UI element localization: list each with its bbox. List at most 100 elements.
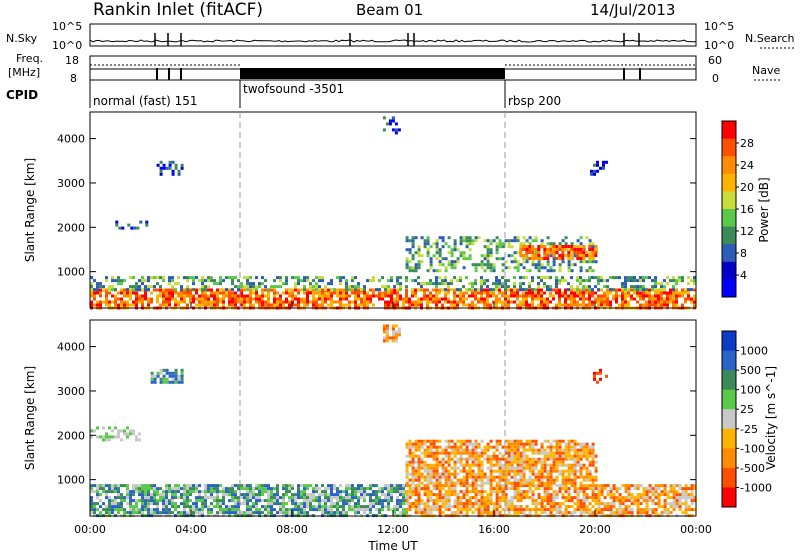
data-cell — [621, 499, 625, 503]
data-cell — [525, 257, 529, 261]
data-cell — [549, 248, 553, 251]
data-cell — [438, 291, 441, 295]
data-cell — [306, 484, 309, 488]
data-cell — [261, 300, 264, 304]
data-cell — [489, 496, 493, 500]
data-cell — [537, 282, 540, 286]
data-cell — [621, 294, 624, 298]
data-cell — [96, 493, 99, 497]
data-cell — [663, 508, 667, 512]
data-cell — [471, 496, 475, 500]
data-cell — [555, 439, 559, 443]
data-cell — [237, 285, 240, 289]
data-cell — [681, 294, 684, 298]
data-cell — [165, 493, 168, 497]
data-cell — [504, 475, 508, 479]
data-cell — [444, 266, 448, 270]
data-cell — [417, 251, 421, 255]
data-cell — [417, 448, 421, 452]
data-cell — [621, 285, 624, 289]
data-cell — [99, 294, 102, 298]
data-cell — [123, 511, 126, 515]
data-cell — [582, 493, 586, 497]
data-cell — [507, 478, 511, 482]
data-cell — [93, 502, 96, 506]
data-cell — [420, 511, 424, 515]
data-cell — [459, 454, 463, 458]
data-cell — [624, 499, 628, 503]
data-cell — [453, 463, 457, 467]
data-cell — [495, 439, 499, 443]
data-cell — [225, 294, 228, 298]
data-cell — [618, 276, 621, 280]
data-cell — [129, 291, 132, 295]
data-cell — [432, 242, 436, 246]
data-cell — [477, 457, 481, 461]
data-cell — [96, 303, 99, 307]
data-cell — [507, 442, 511, 446]
data-cell — [579, 508, 583, 512]
data-cell — [579, 484, 583, 488]
data-cell — [540, 460, 544, 464]
data-cell — [345, 285, 348, 289]
data-cell — [435, 463, 439, 467]
data-cell — [228, 294, 231, 298]
data-cell — [156, 300, 159, 304]
data-cell — [222, 288, 225, 292]
data-cell — [132, 490, 135, 494]
data-cell — [321, 303, 324, 307]
data-cell — [273, 294, 276, 298]
data-cell — [378, 279, 381, 283]
data-cell — [145, 223, 149, 227]
data-cell — [570, 297, 573, 301]
data-cell — [543, 285, 546, 289]
data-cell — [687, 276, 690, 280]
data-cell — [156, 502, 159, 506]
data-cell — [423, 288, 426, 292]
data-cell — [636, 484, 640, 488]
data-cell — [345, 499, 348, 503]
data-cell — [327, 505, 330, 509]
data-cell — [552, 493, 556, 497]
data-cell — [342, 297, 345, 301]
data-cell — [90, 291, 93, 295]
data-cell — [624, 508, 628, 512]
data-cell — [405, 260, 409, 264]
data-cell — [159, 511, 162, 515]
data-cell — [168, 374, 172, 378]
data-cell — [492, 263, 496, 267]
data-cell — [474, 297, 477, 301]
data-cell — [663, 490, 667, 494]
data-cell — [204, 303, 207, 307]
data-cell — [384, 487, 387, 491]
data-cell — [486, 251, 490, 255]
data-cell — [471, 481, 475, 485]
data-cell — [123, 508, 126, 512]
data-cell — [345, 511, 348, 515]
data-cell — [471, 457, 475, 461]
data-cell — [123, 499, 126, 503]
data-cell — [120, 282, 123, 286]
data-cell — [327, 493, 330, 497]
data-cell — [417, 466, 421, 470]
data-cell — [585, 260, 589, 264]
data-cell — [609, 487, 613, 491]
data-cell — [294, 502, 297, 506]
data-cell — [132, 288, 135, 292]
data-cell — [405, 481, 409, 485]
data-cell — [252, 490, 255, 494]
data-cell — [573, 451, 577, 455]
data-cell — [684, 288, 687, 292]
data-cell — [156, 297, 159, 301]
nsky-tick-bottom: 10^0 — [52, 39, 82, 52]
data-cell — [612, 493, 616, 497]
data-cell — [159, 377, 163, 381]
data-cell — [615, 291, 618, 295]
data-cell — [300, 484, 303, 488]
data-cell — [564, 487, 568, 491]
data-cell — [273, 303, 276, 307]
data-cell — [474, 236, 478, 240]
data-cell — [543, 490, 547, 494]
data-cell — [585, 511, 589, 515]
data-cell — [624, 511, 628, 515]
